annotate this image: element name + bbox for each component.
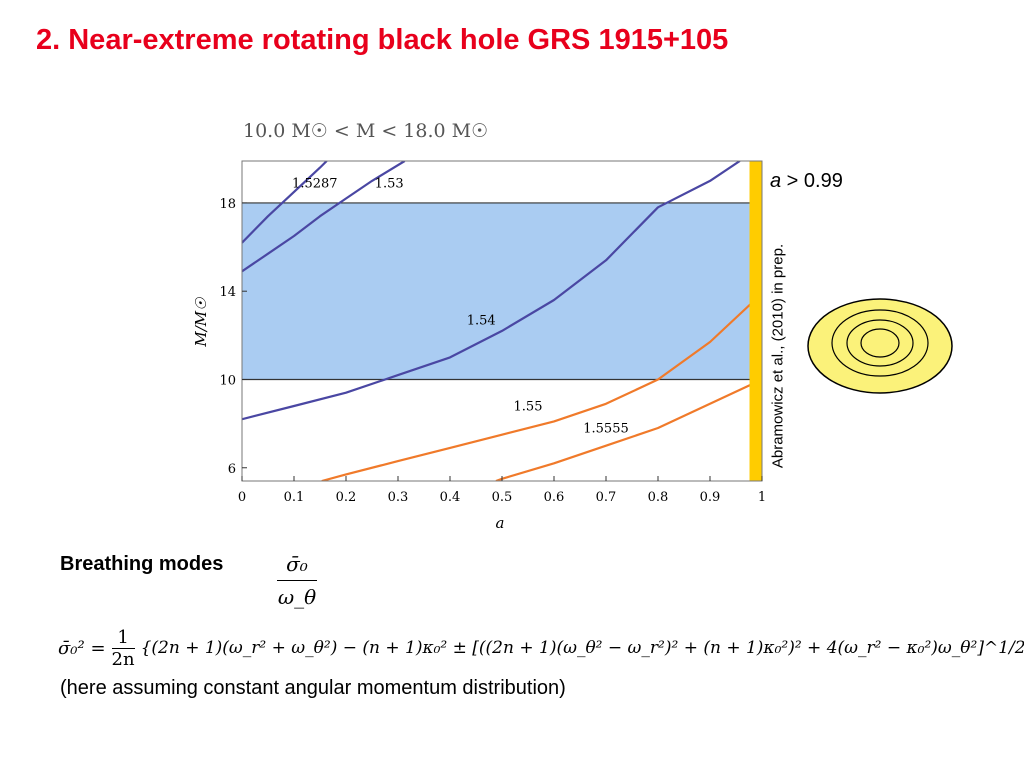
spin-mass-chart: 10.0 M☉ < M < 18.0 M☉ 0 0.1 0.2 0.3 0.4 0.5 0.… (192, 120, 766, 532)
frequency-ratio: σ̄₀ ω_θ (277, 550, 317, 609)
y-tick-label: 6 (228, 462, 236, 477)
x-tick-label: 0.2 (336, 490, 357, 505)
y-tick-label: 14 (219, 285, 236, 300)
curve-label: 1.5287 (292, 176, 338, 191)
spin-symbol: a (770, 170, 782, 192)
fraction-denominator: 2n (111, 648, 135, 670)
series-line-2 (242, 161, 406, 273)
ratio-numerator: σ̄₀ (277, 550, 317, 581)
extreme-spin-strip (749, 161, 762, 481)
x-tick-label: 1 (758, 490, 766, 505)
slide-title: 2. Near-extreme rotating black hole GRS … (36, 24, 729, 56)
plot-area: 0 0.1 0.2 0.3 0.4 0.5 0.6 0.7 0.8 0.9 1 6 10 14 18 1.52… (219, 160, 766, 505)
assumption-note: (here assuming constant angular momentum… (60, 677, 566, 699)
x-tick-label: 0 (238, 490, 246, 505)
breathing-mode-formula: σ̄₀² = 1 2n {(2n + 1)(ω_r² + ω_θ²) − (n … (58, 620, 1024, 676)
breathing-modes-label: Breathing modes (60, 553, 224, 575)
ratio-denominator: ω_θ (277, 585, 317, 609)
mass-range-band (242, 202, 750, 380)
spin-condition: a > 0.99 (770, 170, 843, 193)
y-tick-label: 10 (219, 373, 236, 388)
x-tick-label: 0.8 (648, 490, 669, 505)
x-tick-label: 0.7 (596, 490, 617, 505)
series-line-5 (495, 378, 762, 481)
disk-ring-inner (860, 328, 900, 358)
disk-ring-2 (831, 309, 929, 377)
y-axis-label: M/M☉ (192, 297, 210, 348)
formula-fraction: 1 2n (111, 627, 135, 670)
disk-outer-ring (807, 298, 953, 394)
torus-disk-illustration (807, 298, 953, 394)
chart-title: 10.0 M☉ < M < 18.0 M☉ (243, 120, 488, 142)
curve-label: 1.55 (514, 399, 543, 414)
curve-label: 1.53 (375, 176, 404, 191)
x-tick-label: 0.3 (388, 490, 409, 505)
formula-rhs: {(2n + 1)(ω_r² + ω_θ²) − (n + 1)κ₀² ± [(… (140, 638, 1024, 658)
x-tick-label: 0.4 (440, 490, 461, 505)
x-tick-label: 0.1 (284, 490, 305, 505)
x-tick-label: 0.9 (700, 490, 721, 505)
series-line-3 (242, 161, 741, 421)
series-line-4 (321, 292, 762, 481)
y-tick-label: 18 (219, 197, 236, 212)
spin-threshold: > 0.99 (781, 170, 843, 192)
reference-text: Abramowicz et al., (2010) in prep. (769, 243, 787, 469)
curve-label: 1.5555 (583, 421, 629, 436)
x-tick-label: 0.5 (492, 490, 513, 505)
curve-label: 1.54 (467, 313, 496, 328)
x-tick-label: 0.6 (544, 490, 565, 505)
x-axis-label: a (496, 514, 505, 532)
series-line-1 (242, 161, 328, 244)
fraction-numerator: 1 (111, 627, 135, 649)
formula-lhs: σ̄₀² = (58, 637, 106, 659)
disk-ring-3 (846, 319, 914, 367)
